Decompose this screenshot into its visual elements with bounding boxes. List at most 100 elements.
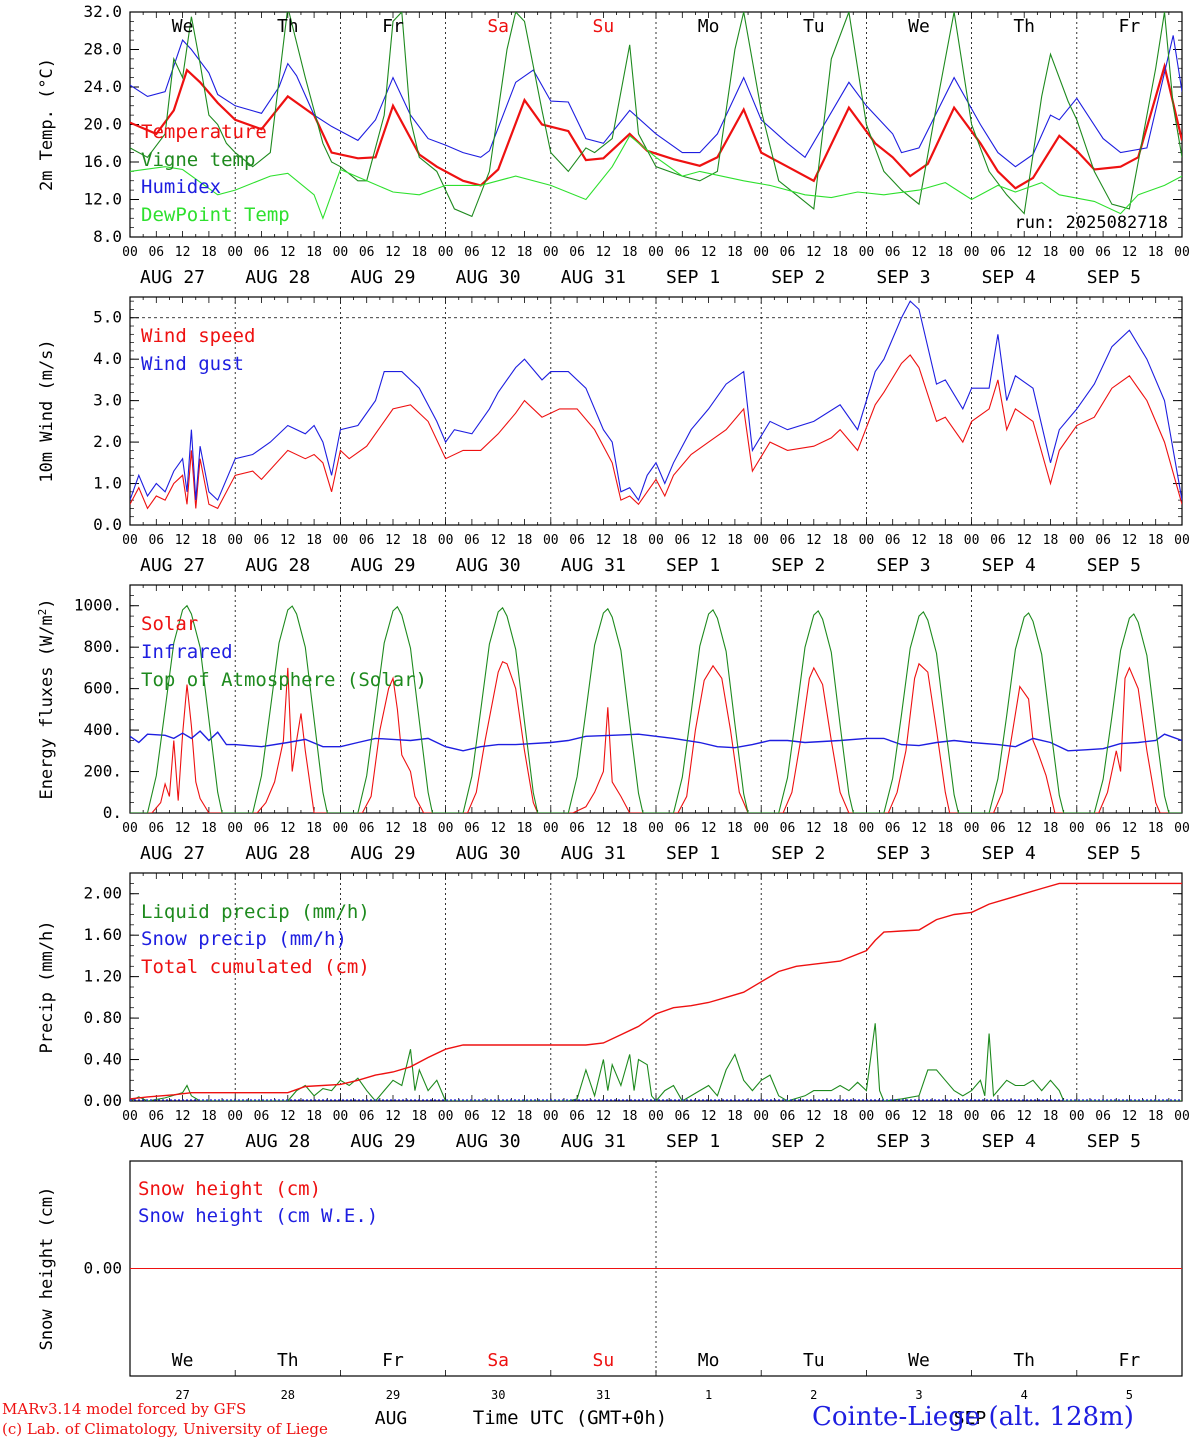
hour-tick-label: 00	[122, 821, 138, 836]
day-number: 29	[386, 1388, 400, 1402]
hour-tick-label: 06	[885, 245, 901, 260]
y-tick-label: 0.	[103, 803, 122, 822]
hour-tick-label: 06	[885, 821, 901, 836]
panel-snow: 0.00 Snow height (cm) Snow height (cm) Snow…	[37, 1160, 1183, 1429]
date-label: AUG 28	[245, 267, 310, 288]
legend-wind-speed: Wind speed	[141, 325, 255, 347]
hour-tick-label: 06	[1095, 245, 1111, 260]
date-label: AUG 30	[456, 555, 521, 576]
hour-tick-label: 00	[543, 821, 559, 836]
day-name: Tu	[803, 1350, 825, 1371]
date-label: AUG 29	[350, 843, 415, 864]
hour-tick-label: 00	[122, 533, 138, 548]
hour-tick-label: 00	[1069, 533, 1085, 548]
hour-tick-label: 06	[674, 533, 690, 548]
hour-tick-label: 00	[1174, 1109, 1190, 1124]
hour-tick-label: 06	[990, 821, 1006, 836]
date-label: AUG 30	[456, 267, 521, 288]
hour-tick-label: 12	[385, 1109, 401, 1124]
date-label: SEP 2	[771, 1131, 825, 1152]
hour-tick-label: 12	[1016, 1109, 1032, 1124]
series-solar	[130, 660, 1182, 813]
day-name: We	[908, 16, 930, 37]
hour-tick-label: 06	[359, 533, 375, 548]
date-label: SEP 5	[1087, 555, 1141, 576]
legend-vigne-temp: Vigne temp	[141, 149, 255, 171]
hour-tick-label: 00	[859, 245, 875, 260]
series-total-cumulated-cm-	[130, 882, 1182, 1100]
day-name: Su	[593, 1350, 615, 1371]
y-axis-label-rest: )	[37, 598, 57, 608]
hour-tick-label: 00	[122, 245, 138, 260]
hour-tick-label: 12	[385, 533, 401, 548]
hour-tick-label: 12	[280, 1109, 296, 1124]
hour-tick-label: 12	[596, 821, 612, 836]
day-number: 4	[1021, 1388, 1028, 1402]
hour-tick-label: 06	[990, 245, 1006, 260]
hour-tick-label: 18	[411, 1109, 427, 1124]
day-number: 28	[281, 1388, 295, 1402]
hour-tick-label: 00	[543, 1109, 559, 1124]
day-name: We	[172, 16, 194, 37]
day-number: 3	[915, 1388, 922, 1402]
hour-tick-label: 18	[1148, 821, 1164, 836]
hour-tick-label: 06	[674, 1109, 690, 1124]
hour-tick-label: 18	[1043, 1109, 1059, 1124]
hour-tick-label: 06	[674, 245, 690, 260]
date-label: SEP 1	[666, 555, 720, 576]
hour-tick-label: 12	[490, 533, 506, 548]
day-name: Sa	[487, 1350, 509, 1371]
legend-temperature: Temperature	[141, 121, 267, 143]
hour-tick-label: 18	[517, 533, 533, 548]
hour-tick-label: 18	[306, 245, 322, 260]
hour-tick-label: 18	[727, 245, 743, 260]
day-number: 1	[705, 1388, 712, 1402]
legend-solar: Solar	[141, 613, 198, 635]
hour-tick-label: 18	[622, 821, 638, 836]
hour-tick-label: 18	[832, 533, 848, 548]
series-wind-speed	[130, 354, 1182, 510]
hour-tick-label: 00	[1069, 245, 1085, 260]
legend-total-cumulated-cm-: Total cumulated (cm)	[141, 956, 370, 978]
date-label: SEP 5	[1087, 1131, 1141, 1152]
hour-tick-label: 18	[517, 821, 533, 836]
hour-tick-label: 06	[990, 533, 1006, 548]
hour-tick-label: 12	[911, 821, 927, 836]
legend-liquid-precip-mm-h-: Liquid precip (mm/h)	[141, 901, 370, 923]
y-axis-label: 2m Temp. (°C)	[37, 58, 57, 191]
panel-precip: 0.00 0.40 0.80 1.20 1.60 2.00 Precip (mm/h) Liq…	[37, 872, 1190, 1152]
panel-temp: 8.0 12.0 16.0 20.0 24.0 28.0 32.0 2m Temp. (°C)…	[37, 2, 1190, 288]
date-label: SEP 4	[982, 1131, 1036, 1152]
hour-tick-label: 00	[648, 1109, 664, 1124]
superscript: 2	[36, 609, 49, 616]
series-top-of-atmosphere-solar-	[130, 604, 1182, 813]
wind-plot-frame	[129, 296, 1183, 526]
series-infrared	[130, 730, 1182, 752]
model-credit: MARv3.14 model forced by GFS	[2, 1400, 247, 1418]
hour-tick-label: 00	[438, 821, 454, 836]
series-humidex	[130, 35, 1182, 168]
hour-tick-label: 00	[333, 1109, 349, 1124]
y-axis-label: Energy fluxes (W/m2)	[36, 598, 57, 799]
hour-tick-label: 00	[227, 821, 243, 836]
y-tick-label: 20.0	[83, 115, 122, 134]
hour-tick-label: 00	[1174, 533, 1190, 548]
date-label: AUG 27	[140, 555, 205, 576]
hour-tick-label: 12	[385, 245, 401, 260]
hour-tick-label: 06	[464, 1109, 480, 1124]
hour-tick-label: 06	[254, 1109, 270, 1124]
hour-tick-label: 12	[280, 821, 296, 836]
date-label: AUG 29	[350, 555, 415, 576]
date-label: AUG 31	[561, 555, 626, 576]
day-name: Mo	[698, 1350, 720, 1371]
hour-tick-label: 00	[648, 533, 664, 548]
day-number: 2	[810, 1388, 817, 1402]
y-tick-label: 12.0	[83, 190, 122, 209]
y-tick-label: 0.0	[93, 515, 122, 534]
day-name: We	[908, 1350, 930, 1371]
hour-tick-label: 18	[201, 821, 217, 836]
hour-tick-label: 18	[411, 533, 427, 548]
day-name: Fr	[382, 16, 404, 37]
hour-tick-label: 12	[490, 245, 506, 260]
